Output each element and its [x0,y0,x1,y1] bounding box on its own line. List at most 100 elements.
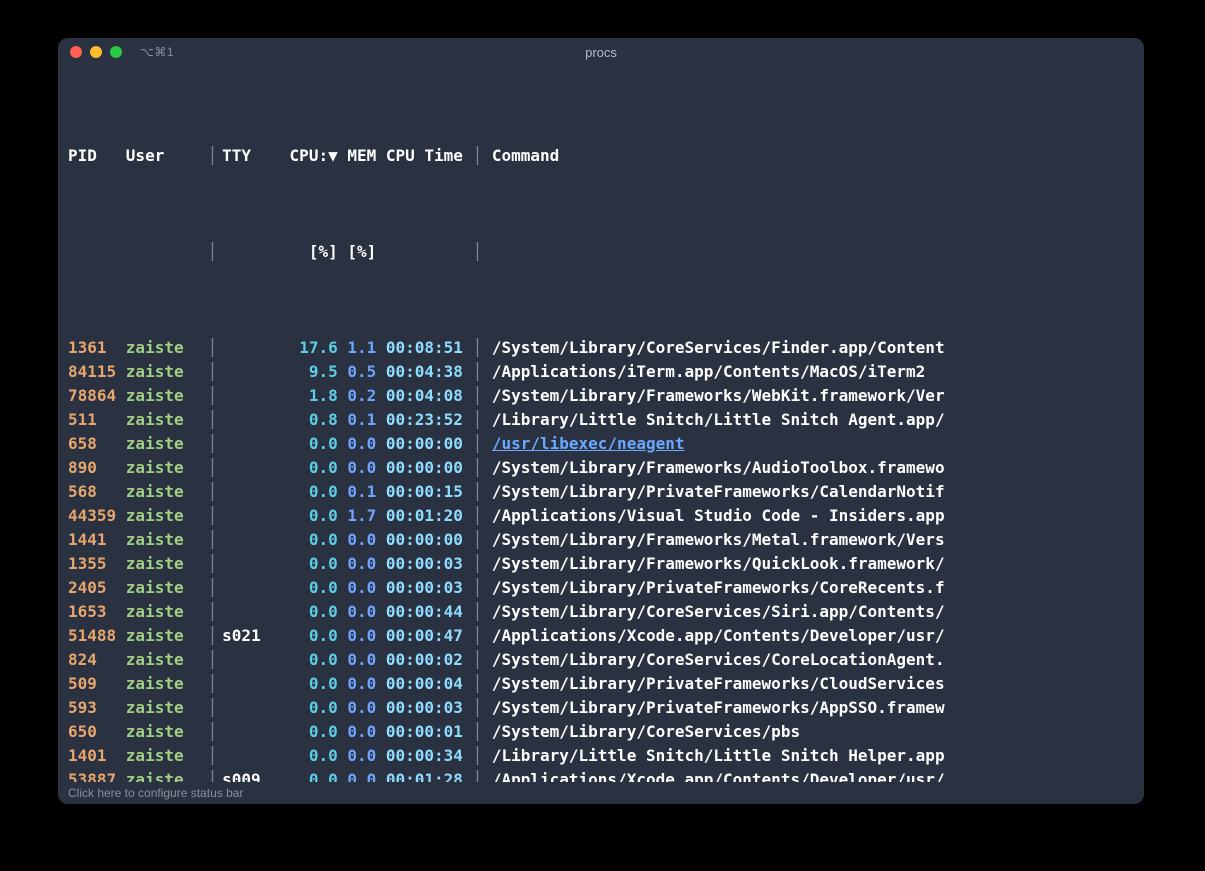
col-header-tty[interactable]: TTY [222,144,280,168]
column-separator-icon: │ [203,552,222,576]
cell-pid: 1355 [68,552,126,576]
cell-command: /System/Library/PrivateFrameworks/Calend… [492,480,1134,504]
table-row[interactable]: 51488zaiste│s0210.00.000:00:47│/Applicat… [68,624,1134,648]
column-separator-icon: │ [203,360,222,384]
cell-time: 00:08:51 [376,336,463,360]
cell-mem: 0.0 [338,576,377,600]
cell-user: zaiste [126,384,203,408]
cell-pid: 84115 [68,360,126,384]
cell-tty [222,384,280,408]
cell-cpu: 0.0 [280,744,338,768]
maximize-button[interactable] [110,46,122,58]
table-row[interactable]: 568zaiste│0.00.100:00:15│/System/Library… [68,480,1134,504]
cell-command: /System/Library/CoreServices/Siri.app/Co… [492,600,1134,624]
cell-cpu: 0.0 [280,624,338,648]
table-row[interactable]: 824zaiste│0.00.000:00:02│/System/Library… [68,648,1134,672]
cell-command: /System/Library/CoreServices/pbs [492,720,1134,744]
column-separator-icon: │ [463,360,492,384]
cell-time: 00:00:03 [376,576,463,600]
table-header-subrow: │ [%] [%] │ [68,240,1134,264]
cell-tty [222,672,280,696]
column-separator-icon: │ [203,672,222,696]
column-separator-icon: │ [203,480,222,504]
table-row[interactable]: 650zaiste│0.00.000:00:01│/System/Library… [68,720,1134,744]
minimize-button[interactable] [90,46,102,58]
column-separator-icon: │ [203,744,222,768]
cell-command: /Applications/Xcode.app/Contents/Develop… [492,624,1134,648]
cell-pid: 890 [68,456,126,480]
table-row[interactable]: 1355zaiste│0.00.000:00:03│/System/Librar… [68,552,1134,576]
table-row[interactable]: 509zaiste│0.00.000:00:04│/System/Library… [68,672,1134,696]
table-row[interactable]: 1441zaiste│0.00.000:00:00│/System/Librar… [68,528,1134,552]
table-row[interactable]: 658zaiste│0.00.000:00:00│/usr/libexec/ne… [68,432,1134,456]
cell-pid: 658 [68,432,126,456]
table-row[interactable]: 890zaiste│0.00.000:00:00│/System/Library… [68,456,1134,480]
column-separator-icon: │ [463,240,492,264]
cell-time: 00:00:00 [376,456,463,480]
titlebar: ⌥⌘1 procs [58,38,1144,66]
cell-time: 00:00:04 [376,672,463,696]
column-separator-icon: │ [463,672,492,696]
column-separator-icon: │ [203,648,222,672]
cell-user: zaiste [126,504,203,528]
col-header-time[interactable]: CPU Time [376,144,463,168]
table-row[interactable]: 53887zaiste│s0090.00.000:01:28│/Applicat… [68,768,1134,782]
cell-cpu: 0.0 [280,432,338,456]
column-separator-icon: │ [463,768,492,782]
table-row[interactable]: 1401zaiste│0.00.000:00:34│/Library/Littl… [68,744,1134,768]
col-header-cpu[interactable]: CPU:▼ [280,144,338,168]
cell-time: 00:00:34 [376,744,463,768]
table-row[interactable]: 84115zaiste│9.50.500:04:38│/Applications… [68,360,1134,384]
cell-cpu: 0.0 [280,576,338,600]
cell-cpu: 17.6 [280,336,338,360]
column-separator-icon: │ [203,600,222,624]
terminal-content[interactable]: PID User │ TTY CPU:▼ MEM CPU Time │ Comm… [58,66,1144,782]
cell-tty [222,648,280,672]
col-header-pid[interactable]: PID [68,144,126,168]
cell-pid: 78864 [68,384,126,408]
cell-tty [222,576,280,600]
table-row[interactable]: 2405zaiste│0.00.000:00:03│/System/Librar… [68,576,1134,600]
cell-pid: 1401 [68,744,126,768]
status-bar[interactable]: Click here to configure status bar [58,782,1144,804]
table-row[interactable]: 1361zaiste│17.61.100:08:51│/System/Libra… [68,336,1134,360]
cell-user: zaiste [126,600,203,624]
cell-command: /System/Library/PrivateFrameworks/CoreRe… [492,576,1134,600]
cell-time: 00:00:01 [376,720,463,744]
cell-tty [222,336,280,360]
table-row[interactable]: 44359zaiste│0.01.700:01:20│/Applications… [68,504,1134,528]
cell-user: zaiste [126,480,203,504]
cell-command: /Library/Little Snitch/Little Snitch Hel… [492,744,1134,768]
cell-pid: 1653 [68,600,126,624]
cell-user: zaiste [126,672,203,696]
column-separator-icon: │ [463,600,492,624]
cell-command[interactable]: /usr/libexec/neagent [492,432,1134,456]
cell-tty [222,552,280,576]
cell-mem: 0.0 [338,744,377,768]
table-row[interactable]: 593zaiste│0.00.000:00:03│/System/Library… [68,696,1134,720]
col-subheader-mem: [%] [338,240,377,264]
cell-user: zaiste [126,744,203,768]
table-row[interactable]: 1653zaiste│0.00.000:00:44│/System/Librar… [68,600,1134,624]
cell-command: /Applications/iTerm.app/Contents/MacOS/i… [492,360,1134,384]
cell-mem: 1.1 [338,336,377,360]
cell-mem: 0.1 [338,408,377,432]
tab-label[interactable]: ⌥⌘1 [140,45,174,59]
cell-mem: 0.2 [338,384,377,408]
cell-pid: 650 [68,720,126,744]
column-separator-icon: │ [463,456,492,480]
cell-tty [222,456,280,480]
cell-cpu: 0.8 [280,408,338,432]
cell-mem: 0.5 [338,360,377,384]
cell-command: /System/Library/PrivateFrameworks/AppSSO… [492,696,1134,720]
cell-user: zaiste [126,336,203,360]
column-separator-icon: │ [463,480,492,504]
table-row[interactable]: 511zaiste│0.80.100:23:52│/Library/Little… [68,408,1134,432]
col-header-command[interactable]: Command [492,144,1134,168]
table-row[interactable]: 78864zaiste│1.80.200:04:08│/System/Libra… [68,384,1134,408]
column-separator-icon: │ [463,552,492,576]
close-button[interactable] [70,46,82,58]
col-header-mem[interactable]: MEM [338,144,377,168]
cell-cpu: 0.0 [280,552,338,576]
col-header-user[interactable]: User [126,144,203,168]
